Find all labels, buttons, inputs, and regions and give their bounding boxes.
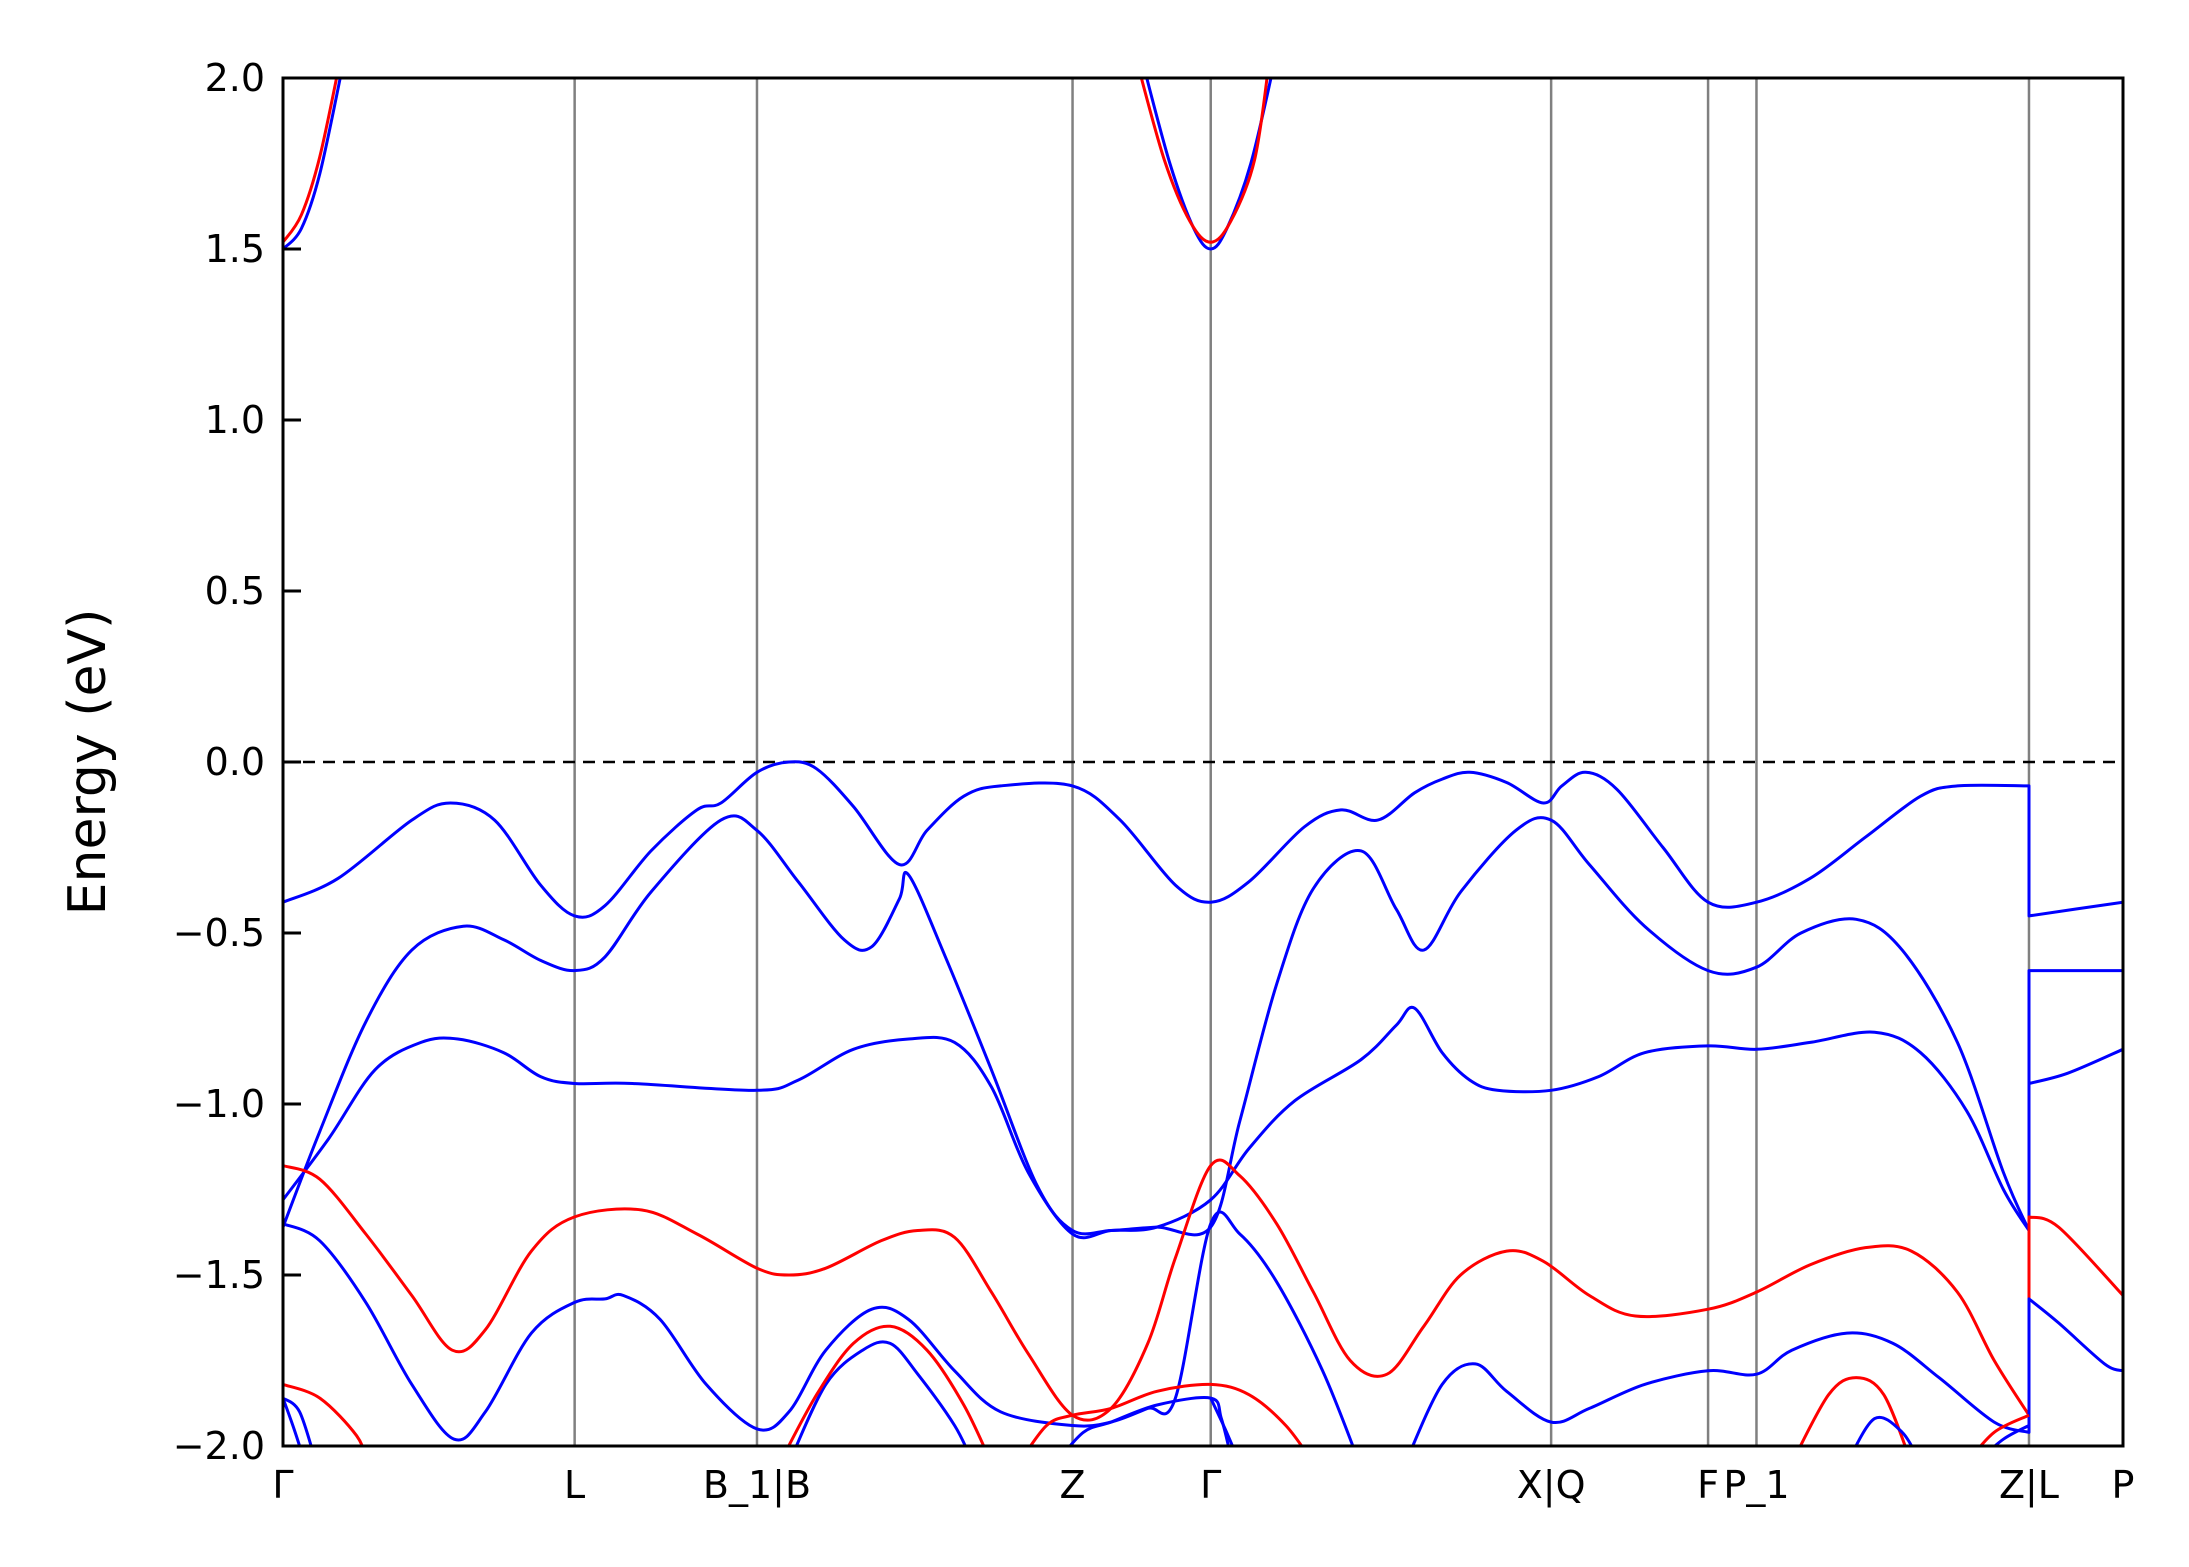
blue-band-20 — [1145, 78, 1273, 251]
kpoint-label-9: P — [2112, 1463, 2135, 1507]
y-tick-label-1: 1.5 — [205, 227, 265, 271]
y-tick-label-7: −1.5 — [173, 1253, 265, 1297]
kpoint-label-4: Γ — [1200, 1463, 1221, 1507]
blue-band-4 — [283, 1210, 1355, 1446]
blue-band-13 — [1209, 1397, 1235, 1446]
red-band-21 — [1139, 78, 1269, 244]
kpoint-label-7: P_1 — [1723, 1463, 1789, 1507]
y-axis-ticks: 2.0 1.5 1.0 0.5 0.0 −0.5 −1.0 −1.5 −2.0 — [173, 56, 301, 1468]
kpoint-label-8: Z|L — [1999, 1463, 2059, 1508]
red-band-14 — [1798, 1376, 1907, 1446]
y-axis-label: Energy (eV) — [58, 609, 118, 916]
y-tick-label-3: 0.5 — [205, 569, 265, 613]
red-band-11 — [1028, 1382, 1304, 1446]
kpoint-label-6: F — [1697, 1463, 1719, 1507]
y-tick-label-4: 0.0 — [205, 740, 265, 784]
band-lines — [283, 78, 2123, 1446]
y-tick-label-5: −0.5 — [173, 911, 265, 955]
red-band-16 — [1978, 1413, 2030, 1446]
kpoint-label-3: Z — [1060, 1463, 1086, 1507]
blue-band-15 — [1854, 1415, 1914, 1446]
blue-band-0 — [283, 760, 2123, 919]
kpoint-label-2: B_1|B — [703, 1463, 811, 1508]
blue-band-5 — [1411, 1297, 2123, 1446]
blue-band-10 — [283, 1397, 302, 1446]
blue-band-6 — [794, 1340, 968, 1446]
y-tick-label-6: −1.0 — [173, 1082, 265, 1126]
red-band-7 — [786, 1324, 986, 1446]
y-tick-label-2: 1.0 — [205, 398, 265, 442]
blue-band-9 — [283, 1396, 313, 1446]
kpoint-label-1: L — [564, 1463, 585, 1507]
kpoint-label-5: X|Q — [1517, 1463, 1586, 1508]
blue-band-18 — [283, 78, 342, 251]
blue-band-2 — [283, 1005, 2123, 1240]
red-band-8 — [283, 1382, 364, 1446]
x-axis-ticks: Γ L B_1|B Z Γ X|Q F P_1 Z|L P — [272, 1463, 2134, 1508]
y-tick-label-8: −2.0 — [173, 1424, 265, 1468]
y-tick-label-0: 2.0 — [205, 56, 265, 100]
blue-band-17 — [1992, 1424, 2030, 1446]
kpoint-label-0: Γ — [272, 1463, 293, 1507]
red-band-3 — [283, 1158, 2123, 1422]
red-band-19 — [283, 78, 339, 244]
